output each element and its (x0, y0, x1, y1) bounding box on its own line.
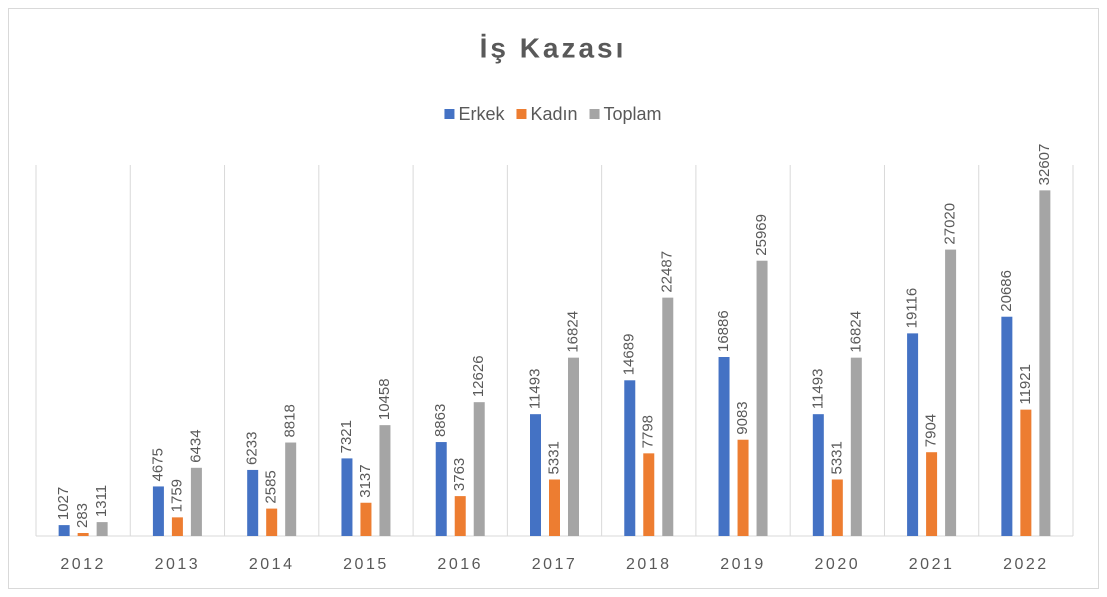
bar (1020, 409, 1032, 536)
data-label: 7798 (640, 415, 657, 448)
data-label: 8863 (432, 404, 449, 437)
bar (435, 442, 447, 536)
bar (530, 414, 541, 536)
bar (341, 458, 353, 536)
legend-label: Kadın (530, 104, 577, 124)
data-label: 12626 (470, 355, 487, 397)
data-label: 16824 (847, 311, 864, 353)
bar (549, 479, 560, 536)
legend-swatch (516, 109, 527, 119)
bar (718, 357, 730, 536)
bar (1039, 190, 1051, 537)
legend-swatch (589, 109, 600, 119)
bar (737, 439, 749, 536)
x-tick-label: 2016 (437, 556, 483, 573)
bar (379, 425, 391, 536)
data-label: 16886 (715, 310, 732, 352)
data-label: 5331 (545, 441, 562, 474)
x-tick-label: 2021 (909, 556, 955, 573)
data-label: 3763 (451, 458, 468, 491)
bar (285, 442, 297, 536)
bar (1001, 316, 1013, 536)
bar (77, 533, 89, 536)
legend: Erkek Kadın Toplam (444, 104, 662, 124)
data-label: 7321 (338, 420, 355, 453)
data-label: 3137 (357, 464, 374, 497)
data-label: 1759 (168, 479, 185, 512)
bar (812, 414, 824, 536)
bar (850, 357, 862, 536)
data-label: 2585 (263, 470, 280, 503)
x-tick-label: 2012 (60, 556, 106, 573)
bar (926, 452, 938, 536)
data-label: 27020 (942, 203, 959, 245)
x-tick-label: 2015 (343, 556, 389, 573)
bar (473, 402, 485, 536)
bar (171, 517, 183, 536)
x-tick-label: 2014 (249, 556, 295, 573)
x-tick-label: 2013 (155, 556, 201, 573)
x-tick-label: 2020 (815, 556, 861, 573)
legend-label: Erkek (458, 104, 505, 124)
bar (266, 508, 278, 536)
data-label: 283 (74, 503, 91, 528)
data-label: 8818 (282, 404, 299, 437)
data-label: 6434 (187, 429, 204, 462)
data-label: 9083 (734, 401, 751, 434)
data-label: 1027 (55, 487, 72, 520)
bar (190, 467, 202, 536)
bar (247, 469, 259, 536)
data-label: 20686 (998, 270, 1015, 312)
bar (58, 525, 70, 536)
bar (907, 333, 919, 536)
data-label: 5331 (828, 441, 845, 474)
x-tick-label: 2018 (626, 556, 672, 573)
x-tick-label: 2017 (532, 556, 578, 573)
bar (360, 502, 372, 536)
x-tick-label: 2022 (1003, 556, 1049, 573)
data-label: 10458 (376, 378, 393, 420)
data-label: 22487 (659, 251, 676, 293)
data-label: 7904 (923, 414, 940, 447)
data-label: 19116 (904, 288, 921, 329)
legend-swatch (444, 109, 455, 119)
data-label: 16824 (564, 311, 581, 353)
bar (624, 380, 636, 536)
bar (454, 496, 466, 536)
chart-title: İş Kazası (480, 32, 627, 63)
data-label: 14689 (621, 334, 638, 376)
data-label: 6233 (244, 432, 261, 465)
data-label: 11921 (1017, 364, 1034, 405)
data-label: 4675 (149, 448, 166, 481)
data-label: 32607 (1036, 144, 1053, 186)
bar (756, 260, 768, 536)
data-label: 11493 (809, 369, 826, 410)
bar (945, 249, 957, 536)
legend-label: Toplam (604, 104, 662, 124)
bar (831, 479, 843, 536)
data-label: 1311 (93, 485, 110, 517)
bar (152, 486, 164, 536)
data-label: 25969 (753, 214, 770, 256)
data-label: 11493 (526, 369, 543, 410)
bar (96, 522, 108, 536)
x-tick-label: 2019 (720, 556, 766, 573)
bar (643, 453, 655, 536)
bar (568, 357, 579, 536)
bar (662, 297, 674, 536)
